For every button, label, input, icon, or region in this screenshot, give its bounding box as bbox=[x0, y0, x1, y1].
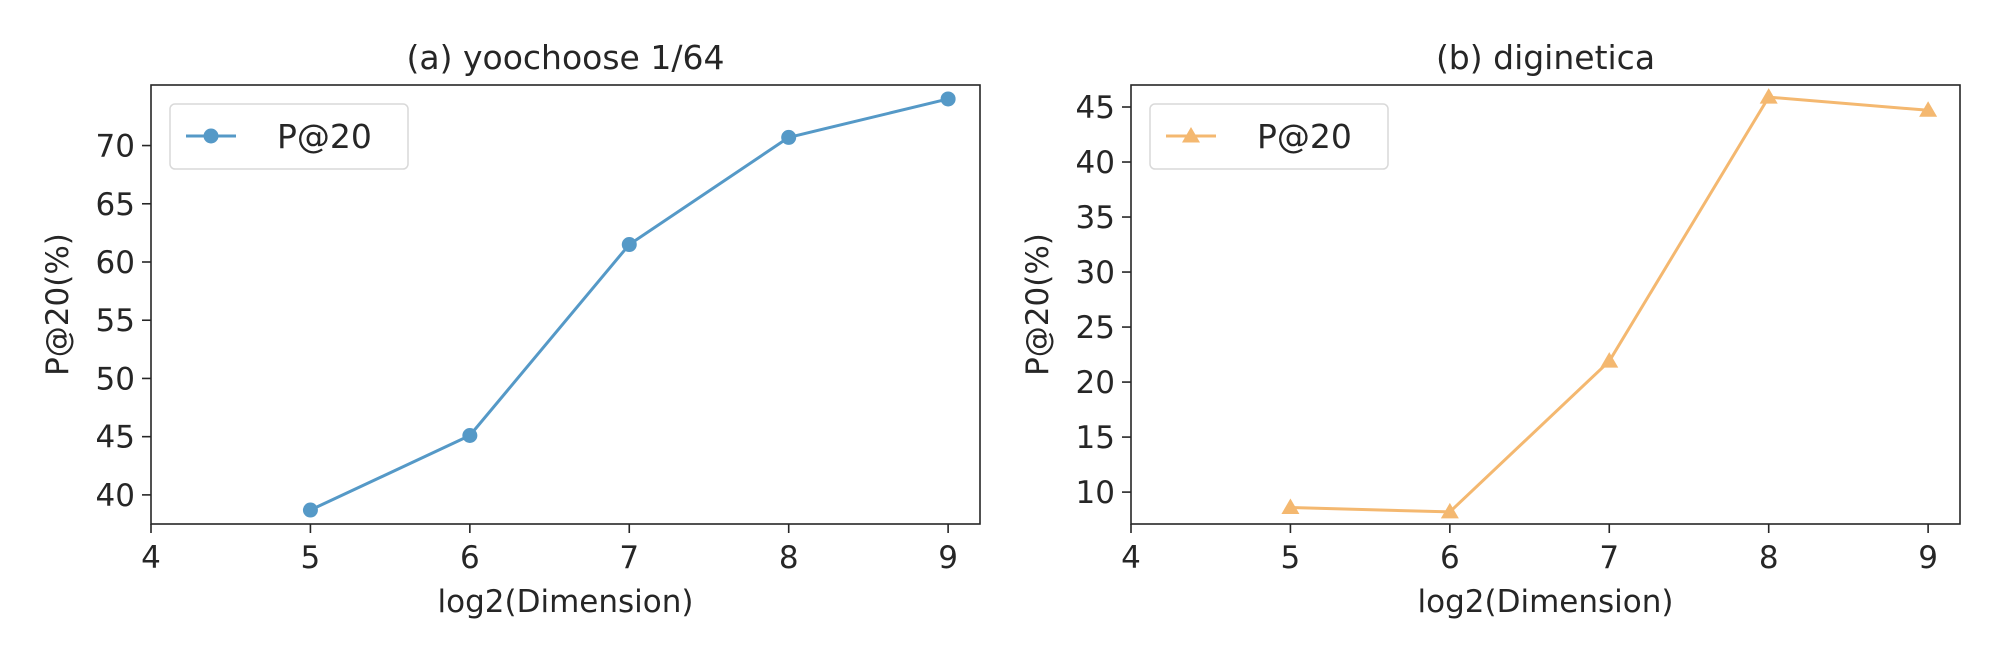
y-tick-label: 50 bbox=[96, 361, 135, 397]
x-tick-label: 6 bbox=[460, 540, 480, 576]
x-axis-title: log2(Dimension) bbox=[1418, 584, 1674, 620]
x-tick-label: 7 bbox=[619, 540, 639, 576]
data-point bbox=[940, 91, 956, 107]
data-point bbox=[781, 129, 797, 145]
plot-frame bbox=[150, 84, 981, 525]
x-tick-label: 5 bbox=[1281, 540, 1301, 576]
y-tick-label: 65 bbox=[96, 187, 135, 223]
y-tick-label: 55 bbox=[96, 303, 135, 339]
y-tick-label: 40 bbox=[1076, 145, 1115, 181]
y-axis-title: P@20(%) bbox=[1020, 233, 1056, 376]
legend-label: P@20 bbox=[1257, 117, 1352, 156]
x-tick-label: 4 bbox=[1121, 540, 1141, 576]
y-tick-label: 10 bbox=[1076, 475, 1115, 511]
plot-frame bbox=[1130, 84, 1961, 525]
x-tick-label: 6 bbox=[1440, 540, 1460, 576]
y-tick-label: 20 bbox=[1076, 365, 1115, 401]
data-point bbox=[621, 237, 637, 253]
y-tick-label: 70 bbox=[96, 129, 135, 165]
y-tick-label: 40 bbox=[96, 478, 135, 514]
legend-marker bbox=[203, 128, 219, 144]
y-tick-label: 35 bbox=[1076, 200, 1115, 236]
data-point bbox=[302, 502, 318, 518]
x-tick-label: 9 bbox=[938, 540, 958, 576]
y-tick-label: 30 bbox=[1076, 255, 1115, 291]
x-tick-label: 8 bbox=[1759, 540, 1779, 576]
chart-title: (a) yoochoose 1/64 bbox=[407, 38, 725, 77]
data-point bbox=[462, 428, 478, 444]
y-axis-title: P@20(%) bbox=[40, 233, 76, 376]
y-tick-label: 60 bbox=[96, 245, 135, 281]
data-point bbox=[1281, 498, 1300, 514]
chart-title: (b) diginetica bbox=[1436, 38, 1655, 77]
data-point bbox=[1759, 88, 1778, 104]
y-tick-label: 25 bbox=[1076, 310, 1115, 346]
y-tick-label: 45 bbox=[1076, 90, 1115, 126]
legend-label: P@20 bbox=[277, 117, 372, 156]
x-tick-label: 4 bbox=[141, 540, 161, 576]
legend-box bbox=[169, 103, 409, 170]
x-tick-label: 8 bbox=[779, 540, 799, 576]
data-point bbox=[1440, 502, 1459, 519]
data-point bbox=[1600, 352, 1619, 368]
legend-marker bbox=[1182, 127, 1200, 143]
data-point bbox=[1919, 101, 1938, 117]
x-tick-label: 5 bbox=[301, 540, 321, 576]
y-tick-label: 15 bbox=[1076, 420, 1115, 456]
x-tick-label: 9 bbox=[1918, 540, 1938, 576]
y-tick-label: 45 bbox=[96, 420, 135, 456]
x-tick-label: 7 bbox=[1599, 540, 1619, 576]
legend-box bbox=[1149, 103, 1389, 170]
x-axis-title: log2(Dimension) bbox=[438, 584, 694, 620]
